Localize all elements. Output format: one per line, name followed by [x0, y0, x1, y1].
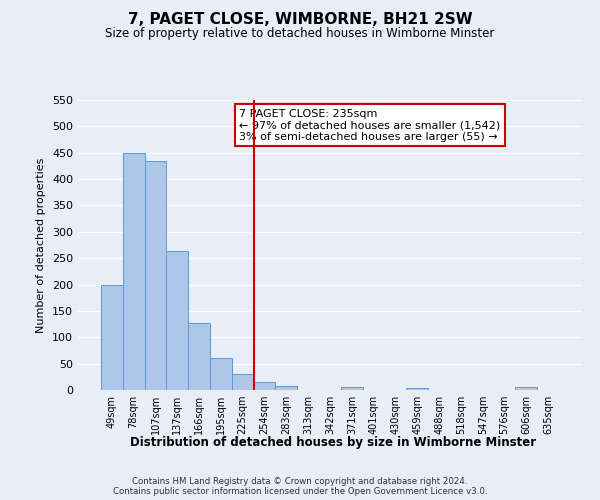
Text: Contains HM Land Registry data © Crown copyright and database right 2024.: Contains HM Land Registry data © Crown c…	[132, 476, 468, 486]
Bar	[254, 382, 275, 390]
Bar	[275, 386, 297, 390]
Text: 7, PAGET CLOSE, WIMBORNE, BH21 2SW: 7, PAGET CLOSE, WIMBORNE, BH21 2SW	[128, 12, 472, 28]
Text: Size of property relative to detached houses in Wimborne Minster: Size of property relative to detached ho…	[106, 28, 494, 40]
Bar	[210, 358, 232, 390]
Bar	[188, 322, 210, 390]
Text: Contains public sector information licensed under the Open Government Licence v3: Contains public sector information licen…	[113, 486, 487, 496]
Text: Distribution of detached houses by size in Wimborne Minster: Distribution of detached houses by size …	[130, 436, 536, 449]
Bar	[166, 252, 188, 390]
Bar	[341, 388, 363, 390]
Y-axis label: Number of detached properties: Number of detached properties	[37, 158, 46, 332]
Bar	[123, 152, 145, 390]
Bar	[145, 160, 166, 390]
Bar	[232, 374, 254, 390]
Bar	[406, 388, 428, 390]
Bar	[101, 284, 123, 390]
Bar	[515, 388, 537, 390]
Text: 7 PAGET CLOSE: 235sqm
← 97% of detached houses are smaller (1,542)
3% of semi-de: 7 PAGET CLOSE: 235sqm ← 97% of detached …	[239, 108, 500, 142]
